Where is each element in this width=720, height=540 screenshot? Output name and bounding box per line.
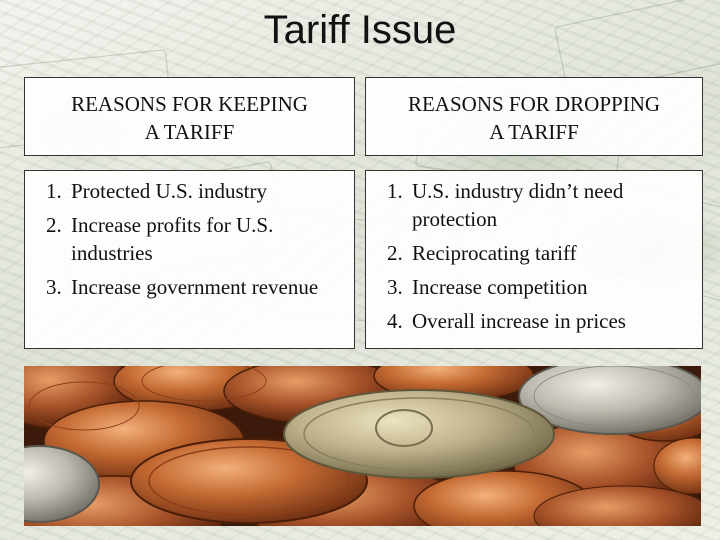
keeping-reason-item: Increase government revenue — [67, 273, 346, 301]
dropping-reason-item: Overall increase in prices — [408, 307, 694, 335]
keeping-header-line-2: A TARIFF — [144, 120, 235, 144]
dropping-header-line-2: A TARIFF — [489, 120, 579, 144]
keeping-tariff-header: REASONS FOR KEEPING A TARIFF — [24, 77, 355, 156]
dropping-reason-item: Increase competition — [408, 273, 694, 301]
dropping-reasons-box: U.S. industry didn’t need protection Rec… — [365, 170, 703, 349]
coins-photo — [24, 366, 701, 526]
page-title: Tariff Issue — [263, 8, 457, 52]
coins-illustration — [24, 366, 701, 526]
keeping-reasons-box: Protected U.S. industry Increase profits… — [24, 170, 355, 349]
dropping-reasons-list: U.S. industry didn’t need protection Rec… — [366, 171, 702, 335]
keeping-reason-item: Increase profits for U.S. industries — [67, 211, 346, 267]
keeping-reasons-list: Protected U.S. industry Increase profits… — [25, 171, 354, 301]
keeping-reason-item: Protected U.S. industry — [67, 177, 346, 205]
dropping-tariff-header: REASONS FOR DROPPING A TARIFF — [365, 77, 703, 156]
keeping-header-line-1: REASONS FOR KEEPING — [71, 92, 308, 116]
dropping-reason-item: U.S. industry didn’t need protection — [408, 177, 694, 233]
dropping-header-line-1: REASONS FOR DROPPING — [407, 92, 661, 116]
dropping-reason-item: Reciprocating tariff — [408, 239, 694, 267]
